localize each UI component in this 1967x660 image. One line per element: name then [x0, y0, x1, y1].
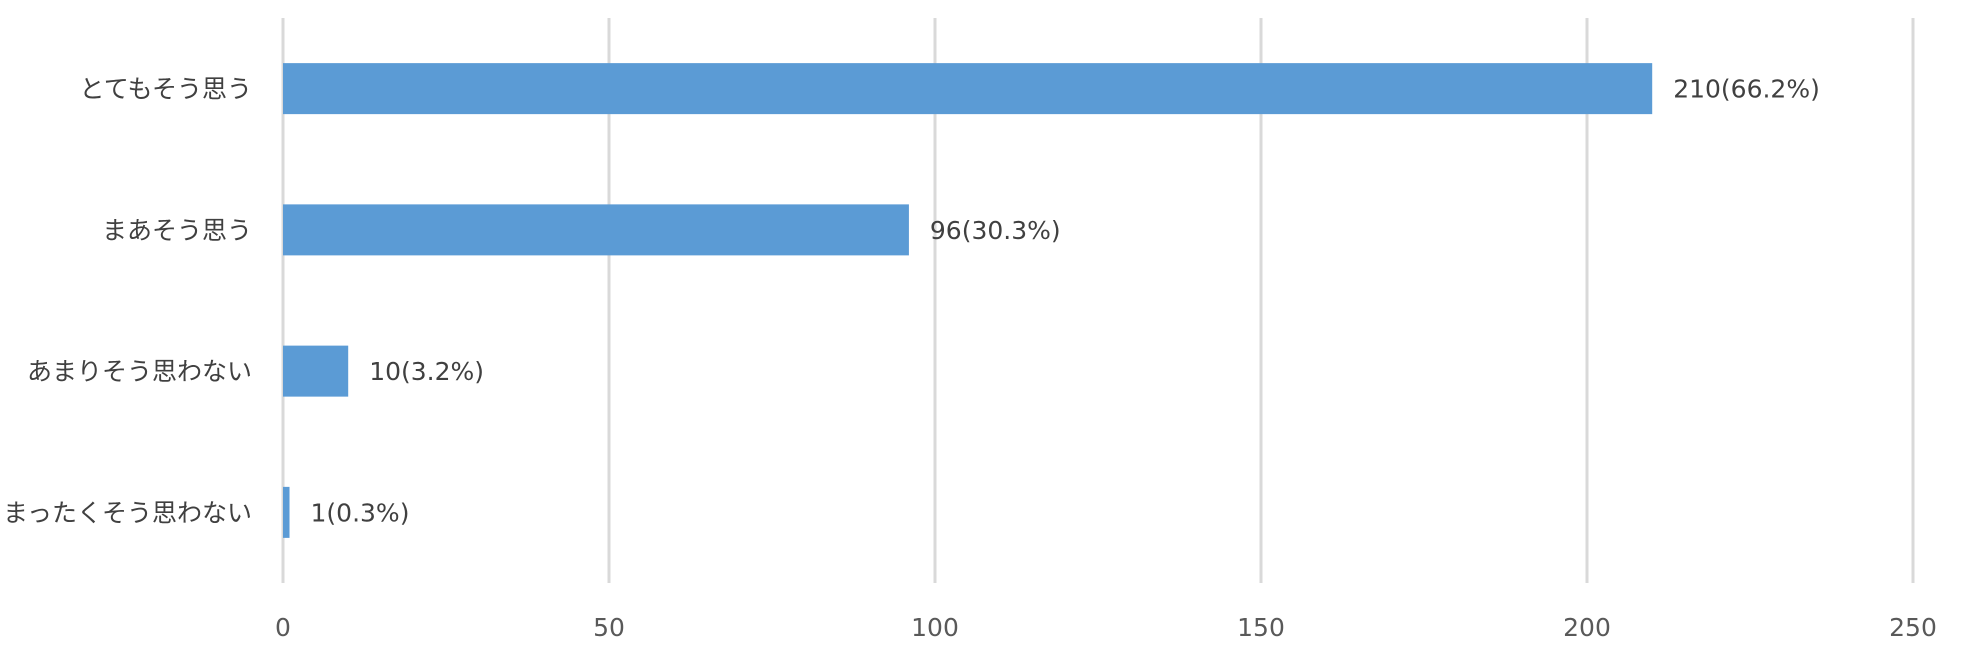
data-label: 1(0.3%)	[311, 498, 410, 527]
category-label: まあそう思う	[102, 216, 252, 245]
data-labels: 210(66.2%) 96(30.3%) 10(3.2%) 1(0.3%)	[311, 75, 1820, 528]
bar	[283, 204, 909, 256]
x-tick-labels: 0 50 100 150 200 250	[275, 613, 1937, 642]
x-tick-label: 150	[1237, 613, 1285, 642]
data-label: 10(3.2%)	[369, 357, 484, 386]
bar	[283, 345, 349, 397]
x-tick-label: 50	[593, 613, 625, 642]
category-label: あまりそう思わない	[27, 357, 252, 386]
x-tick-label: 200	[1563, 613, 1611, 642]
x-tick-label: 100	[911, 613, 959, 642]
category-label: まったくそう思わない	[3, 498, 252, 527]
bar	[283, 486, 290, 538]
data-label: 96(30.3%)	[930, 216, 1061, 245]
data-label: 210(66.2%)	[1673, 75, 1820, 104]
bars	[283, 63, 1653, 538]
x-tick-label: 250	[1889, 613, 1937, 642]
category-label: とてもそう思う	[79, 75, 252, 104]
x-tick-label: 0	[275, 613, 291, 642]
bar	[283, 63, 1653, 115]
